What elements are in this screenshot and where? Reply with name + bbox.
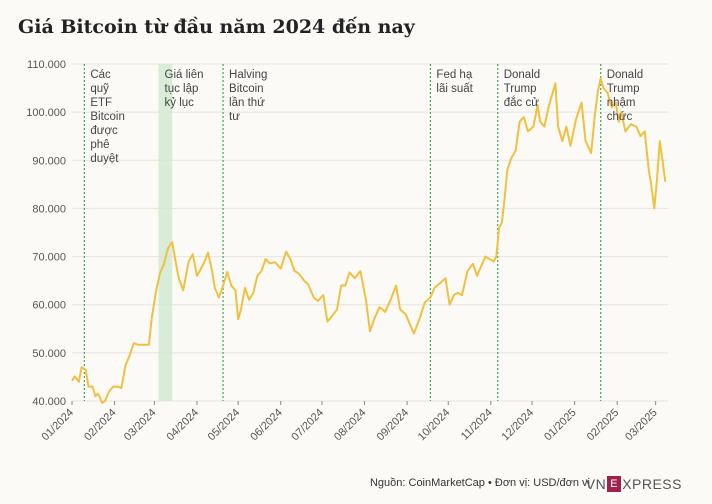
event-label: Halving Bitcoin lần thứ tư bbox=[229, 69, 267, 123]
record-highs-band bbox=[158, 64, 173, 401]
x-tick-label: 02/2024 bbox=[82, 407, 119, 444]
y-tick-label: 80.000 bbox=[32, 203, 66, 215]
x-tick-label: 03/2025 bbox=[623, 407, 660, 444]
logo-box: E bbox=[607, 476, 622, 492]
x-tick-label: 05/2024 bbox=[206, 407, 243, 444]
x-tick-labels: 01/2024 02/2024 03/2024 04/2024 05/2024 06/20… bbox=[40, 401, 660, 443]
y-tick-labels: 40.000 50.000 60.000 70.000 80.000 90.000 100.… bbox=[26, 59, 66, 408]
x-tick-label: 04/2024 bbox=[164, 407, 201, 444]
x-tick-label: 10/2024 bbox=[416, 407, 453, 444]
vnexpress-logo: VN E XPRESS bbox=[586, 474, 682, 494]
event-label: Donald Trump nhậm chức bbox=[607, 69, 643, 123]
x-tick-label: 09/2024 bbox=[375, 407, 412, 444]
x-tick-label: 11/2024 bbox=[459, 407, 495, 443]
y-tick-label: 50.000 bbox=[32, 348, 66, 360]
y-tick-label: 60.000 bbox=[32, 300, 66, 312]
bitcoin-price-chart: 40.000 50.000 60.000 70.000 80.000 90.000 100.… bbox=[26, 59, 668, 443]
event-labels: Các quỹ ETF Bitcoin được phê duyệt Giá liên tục … bbox=[90, 69, 643, 165]
price-series-line bbox=[71, 77, 667, 404]
x-tick-label: 12/2024 bbox=[500, 407, 537, 444]
x-tick-label: 07/2024 bbox=[289, 407, 326, 444]
y-tick-label: 90.000 bbox=[32, 155, 66, 167]
x-tick-label: 01/2024 bbox=[40, 407, 77, 444]
logo-text-right: XPRESS bbox=[622, 476, 682, 492]
y-tick-label: 100.000 bbox=[26, 107, 66, 119]
event-label: Giá liên tục lập kỷ lục bbox=[165, 69, 204, 109]
x-tick-label: 08/2024 bbox=[332, 407, 369, 444]
chart-title: Giá Bitcoin từ đầu năm 2024 đến nay bbox=[18, 16, 415, 38]
x-tick-label: 03/2024 bbox=[122, 407, 159, 444]
footer: Nguồn: CoinMarketCap • Đơn vị: USD/đơn v… bbox=[0, 472, 712, 496]
event-label: Fed hạ lãi suất bbox=[436, 69, 473, 95]
y-tick-label: 40.000 bbox=[32, 396, 66, 408]
y-tick-label: 110.000 bbox=[27, 59, 66, 71]
source-note: Nguồn: CoinMarketCap • Đơn vị: USD/đơn v… bbox=[369, 477, 590, 489]
y-tick-label: 70.000 bbox=[32, 252, 66, 264]
x-tick-label: 02/2025 bbox=[585, 407, 622, 444]
x-tick-label: 06/2024 bbox=[248, 407, 285, 444]
logo-text-left: VN bbox=[585, 476, 607, 492]
event-label: Donald Trump đắc cử bbox=[504, 69, 540, 109]
x-tick-label: 01/2025 bbox=[542, 407, 579, 444]
event-label: Các quỹ ETF Bitcoin được phê duyệt bbox=[90, 69, 125, 165]
event-bands bbox=[158, 64, 173, 401]
